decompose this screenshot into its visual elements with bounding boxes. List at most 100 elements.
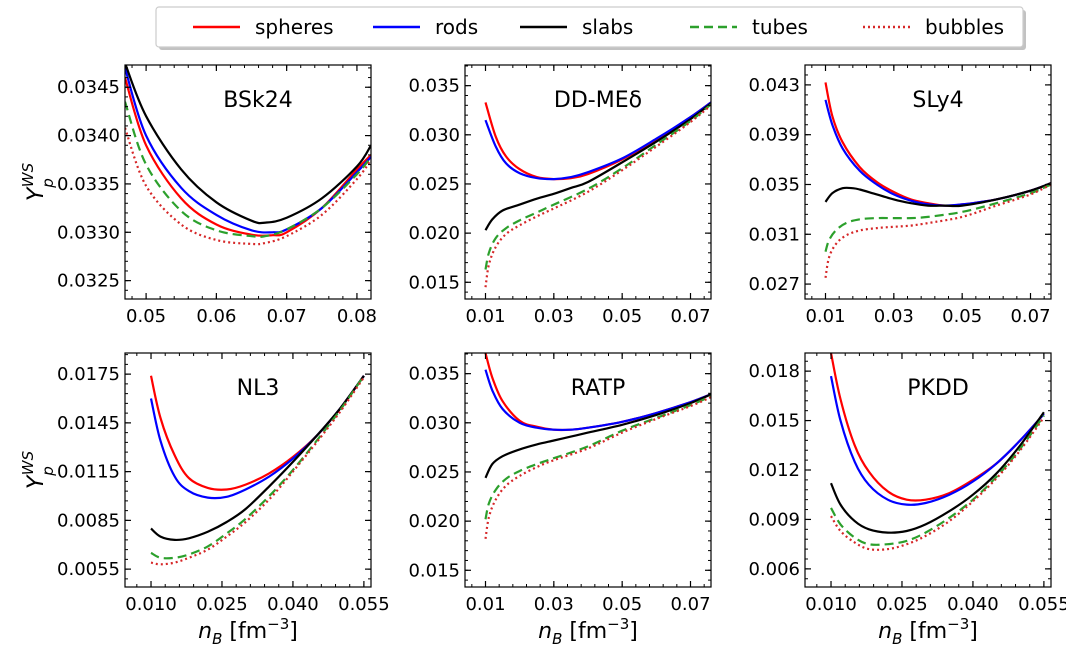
panel-title: PKDD xyxy=(907,376,969,401)
series-line-slabs xyxy=(150,375,365,542)
series-line-bubbles xyxy=(150,376,365,566)
y-tick-label: 0.030 xyxy=(408,413,460,434)
x-tick-label: 0.05 xyxy=(942,306,982,327)
x-tick-label: 0.07 xyxy=(670,306,710,327)
y-tick-label: 0.0175 xyxy=(57,364,120,385)
y-tick-label: 0.006 xyxy=(748,559,800,580)
y-tick-label: 0.0335 xyxy=(57,174,120,195)
y-tick-label: 0.027 xyxy=(748,274,800,295)
x-label-sub: B xyxy=(552,630,562,645)
panel-title: DD-MEδ xyxy=(554,88,642,113)
legend-label-rods: rods xyxy=(435,15,478,39)
y-tick-label: 0.0115 xyxy=(57,462,120,483)
series-group xyxy=(824,82,1051,278)
y-tick-label: 0.015 xyxy=(408,560,460,581)
x-axis-label: nB [fm−3] xyxy=(198,615,298,645)
x-tick-label: 0.025 xyxy=(196,594,248,615)
y-tick-label: 0.025 xyxy=(408,462,460,483)
y-tick-label: 0.035 xyxy=(748,174,800,195)
x-label-exp: −3 xyxy=(267,615,289,633)
x-label-main: n xyxy=(538,619,552,644)
y-tick-label: 0.0085 xyxy=(57,510,120,531)
panel-title: NL3 xyxy=(237,376,280,401)
series-line-bubbles xyxy=(484,104,711,288)
x-label-sub: B xyxy=(212,630,222,645)
y-tick-label: 0.015 xyxy=(408,272,460,293)
series-line-tubes xyxy=(830,414,1045,546)
y-tick-label: 0.0055 xyxy=(57,559,120,580)
plot-frame xyxy=(804,64,1052,300)
panel-BSk24: 0.05 0.06 0.07 0.08 0.0325 0.0330 0.0335 0.0340… xyxy=(57,64,377,327)
plot-frame xyxy=(124,64,372,300)
x-tick-label: 0.07 xyxy=(670,594,710,615)
panel-RATP: 0.01 0.03 0.05 0.07 0.015 0.020 0.025 0.030 0.03… xyxy=(408,352,712,615)
panel-NL3: 0.010 0.025 0.040 0.055 0.0055 0.0085 0.0115 0.… xyxy=(57,352,390,615)
x-label-main: n xyxy=(198,619,212,644)
y-label-main: Y xyxy=(24,186,49,201)
series-group xyxy=(484,101,711,288)
series-line-rods xyxy=(484,101,711,181)
x-label-unit: [fm xyxy=(562,619,607,644)
x-label-close: ] xyxy=(289,619,298,644)
legend-label-bubbles: bubbles xyxy=(925,15,1004,39)
y-tick-label: 0.015 xyxy=(748,411,800,432)
y-label-main: Y xyxy=(24,474,49,489)
x-tick-label: 0.05 xyxy=(602,306,642,327)
series-group xyxy=(149,375,365,566)
series-line-rods xyxy=(125,67,371,234)
y-label-sub: p xyxy=(39,466,57,477)
series-line-bubbles xyxy=(484,396,711,539)
plot-frame xyxy=(464,64,712,300)
y-label-sub: p xyxy=(39,178,57,189)
x-tick-label: 0.06 xyxy=(196,306,236,327)
x-tick-label: 0.03 xyxy=(534,306,574,327)
x-tick-label: 0.03 xyxy=(534,594,574,615)
series-line-tubes xyxy=(484,395,711,520)
panel-title: SLy4 xyxy=(912,88,963,113)
y-label-sup: WS xyxy=(19,450,37,475)
x-tick-label: 0.05 xyxy=(602,594,642,615)
series-line-slabs xyxy=(484,102,711,231)
series-line-bubbles xyxy=(830,416,1045,551)
y-tick-label: 0.0325 xyxy=(57,271,120,292)
series-line-slabs xyxy=(829,411,1045,534)
y-axis-label: YpWS xyxy=(19,162,57,201)
series-line-bubbles xyxy=(824,183,1051,278)
x-label-unit: [fm xyxy=(902,619,947,644)
x-tick-label: 0.07 xyxy=(267,306,307,327)
series-line-slabs xyxy=(125,65,371,225)
x-label-close: ] xyxy=(969,619,978,644)
legend-label-spheres: spheres xyxy=(255,15,334,39)
series-line-tubes xyxy=(824,183,1051,253)
x-label-close: ] xyxy=(629,619,638,644)
y-tick-label: 0.0345 xyxy=(57,77,120,98)
panel-title: BSk24 xyxy=(223,88,292,113)
series-line-rods xyxy=(484,369,711,432)
y-tick-label: 0.009 xyxy=(748,509,800,530)
x-label-exp: −3 xyxy=(947,615,969,633)
y-tick-label: 0.012 xyxy=(748,460,800,481)
x-label-exp: −3 xyxy=(607,615,629,633)
y-tick-label: 0.039 xyxy=(748,125,800,146)
y-tick-label: 0.031 xyxy=(748,224,800,245)
panels: 0.05 0.06 0.07 0.08 0.0325 0.0330 0.0335 0.0340… xyxy=(57,64,1066,615)
series-line-tubes xyxy=(125,101,371,239)
x-tick-label: 0.025 xyxy=(876,594,928,615)
y-tick-label: 0.018 xyxy=(748,361,800,382)
x-tick-label: 0.01 xyxy=(805,306,845,327)
y-label-sup: WS xyxy=(19,162,37,187)
y-tick-label: 0.025 xyxy=(408,174,460,195)
series-line-slabs xyxy=(824,182,1051,208)
x-tick-label: 0.010 xyxy=(805,594,857,615)
x-axis-label: nB [fm−3] xyxy=(878,615,978,645)
x-tick-label: 0.040 xyxy=(947,594,999,615)
legend-label-slabs: slabs xyxy=(582,15,633,39)
x-tick-label: 0.055 xyxy=(338,594,390,615)
x-tick-label: 0.010 xyxy=(125,594,177,615)
panel-DD-MEδ: 0.01 0.03 0.05 0.07 0.015 0.020 0.025 0.030 0.03… xyxy=(408,64,712,327)
y-tick-label: 0.043 xyxy=(748,75,800,96)
series-line-slabs xyxy=(484,393,711,479)
x-tick-label: 0.055 xyxy=(1018,594,1066,615)
y-tick-label: 0.0330 xyxy=(57,222,120,243)
